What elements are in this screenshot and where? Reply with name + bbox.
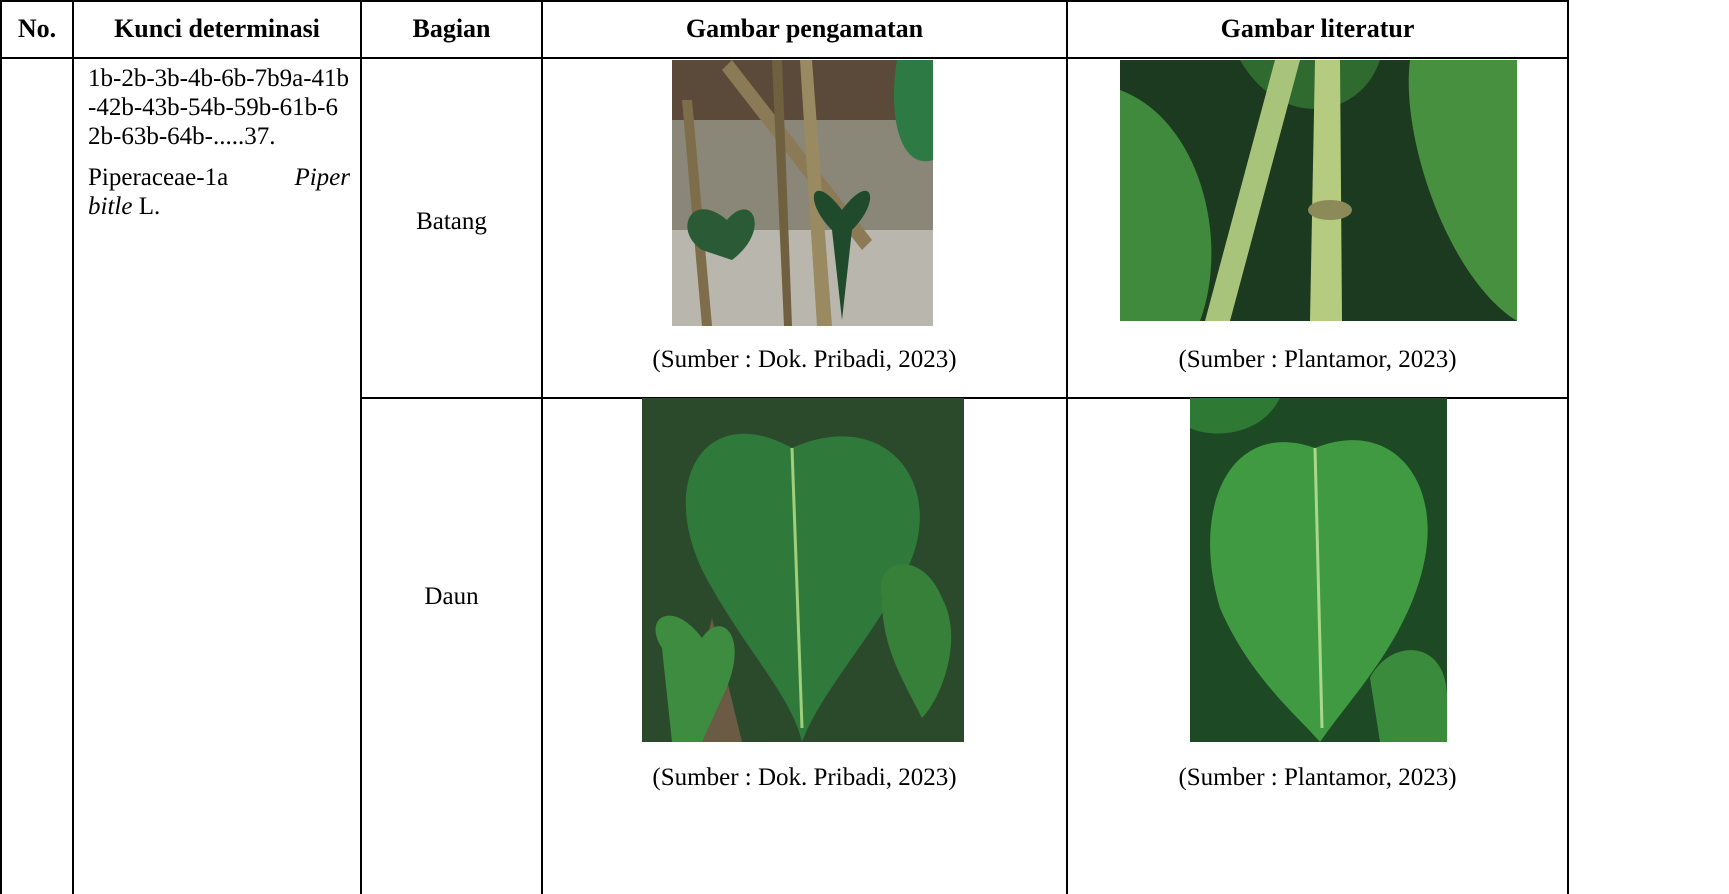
caption: (Sumber : Dok. Pribadi, 2023) — [652, 346, 957, 373]
author: L. — [138, 193, 161, 220]
border — [360, 397, 1569, 399]
border — [72, 0, 74, 894]
caption: (Sumber : Plantamor, 2023) — [1178, 346, 1457, 373]
leaf-photo-observation — [642, 398, 964, 742]
part-cell: Batang — [416, 208, 487, 235]
key-code: 1b-2b-3b-4b-6b-7b9a-41b-42b-43b-54b-59b-… — [88, 65, 350, 150]
border — [0, 0, 1569, 2]
header-cell: Kunci determinasi — [114, 14, 320, 43]
header-cell: No. — [17, 14, 57, 43]
stem-photo-literature — [1120, 60, 1517, 321]
header-cell: Gambar literatur — [1220, 14, 1415, 43]
part-cell: Daun — [424, 583, 479, 610]
border — [360, 0, 362, 894]
leaf-photo-literature — [1190, 398, 1447, 742]
caption: (Sumber : Plantamor, 2023) — [1178, 764, 1457, 791]
species: Piper bitle — [88, 164, 350, 220]
caption: (Sumber : Dok. Pribadi, 2023) — [652, 764, 957, 791]
border — [0, 57, 1569, 59]
family: Piperaceae-1a — [88, 164, 229, 191]
border — [1567, 0, 1569, 894]
header-cell: Gambar pengamatan — [685, 14, 924, 43]
border — [1066, 0, 1068, 894]
border — [541, 0, 543, 894]
key-cell: 1b-2b-3b-4b-6b-7b9a-41b-42b-43b-54b-59b-… — [88, 64, 350, 233]
key-taxon: Piperaceae-1a Piper bitle L. — [88, 163, 350, 221]
stem-photo-observation — [672, 60, 933, 326]
border — [0, 0, 2, 894]
header-cell: Bagian — [412, 14, 491, 43]
